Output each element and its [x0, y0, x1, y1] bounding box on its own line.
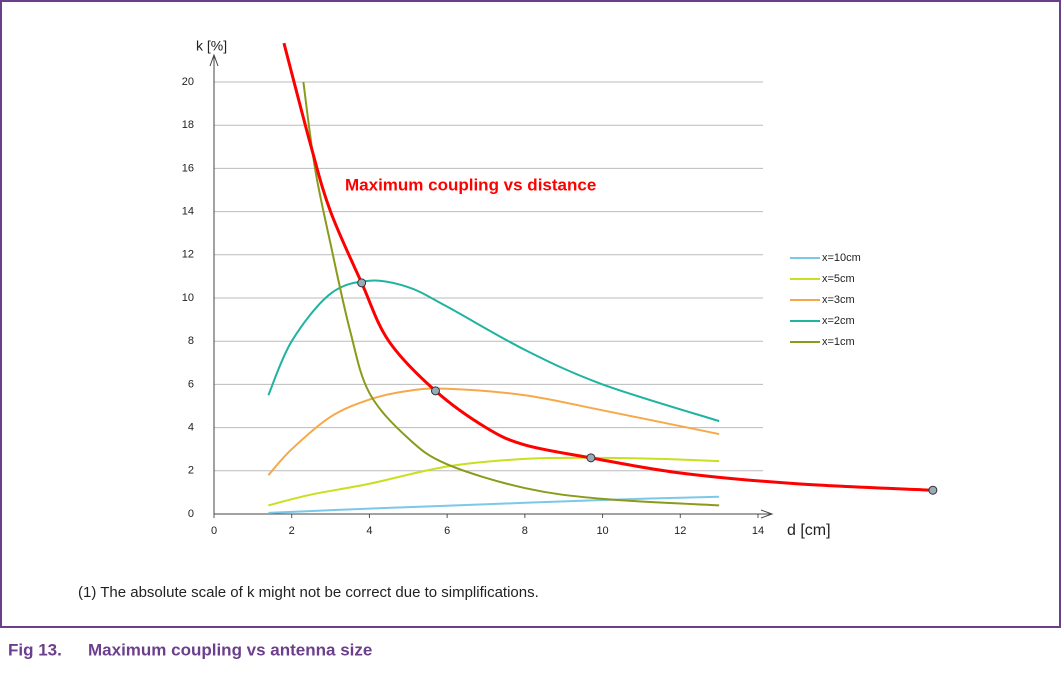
- annotation: Maximum coupling vs distance: [345, 175, 596, 194]
- legend-label: x=3cm: [822, 294, 855, 306]
- x-axis-arrow: [760, 509, 774, 519]
- legend-label: x=5cm: [822, 273, 855, 285]
- marker: [430, 386, 440, 396]
- x-tick-label: 12: [674, 525, 686, 537]
- y-axis-label: k [%]: [196, 38, 227, 54]
- y-tick-label: 0: [188, 508, 194, 520]
- plot: 0 2 4 6 8 10 12 14 16 18 20 0 2 4 6 8 10 12 14 x=10cm x=5cm x…: [182, 42, 938, 537]
- series-line: [268, 495, 720, 514]
- marker: [357, 278, 367, 288]
- x-tick-label: 6: [444, 525, 450, 537]
- y-tick-label: 2: [188, 465, 194, 477]
- x-tick-label: 8: [522, 525, 528, 537]
- caption-number: Fig 13.: [8, 640, 62, 659]
- y-tick-label: 4: [188, 422, 194, 434]
- x-tick-label: 14: [752, 525, 764, 537]
- legend-label: x=2cm: [822, 315, 855, 327]
- footnote: (1) The absolute scale of k might not be…: [78, 584, 539, 601]
- series-line: [267, 279, 720, 423]
- y-tick-label: 8: [188, 335, 194, 347]
- marker: [928, 485, 938, 495]
- y-tick-label: 10: [182, 292, 194, 304]
- y-tick-label: 16: [182, 162, 194, 174]
- x-axis-label: d [cm]: [787, 522, 831, 539]
- caption-title: Maximum coupling vs antenna size: [88, 640, 372, 659]
- y-tick-label: 14: [182, 206, 194, 218]
- series-line: [302, 81, 720, 507]
- y-tick-label: 12: [182, 249, 194, 261]
- series-line: [268, 456, 720, 507]
- marker: [586, 453, 596, 463]
- y-tick-label: 6: [188, 378, 194, 390]
- x-tick-label: 2: [289, 525, 295, 537]
- max-coupling-curve: [282, 42, 933, 492]
- y-tick-label: 18: [182, 119, 194, 131]
- y-tick-label: 20: [182, 76, 194, 88]
- legend-label: x=10cm: [822, 252, 861, 264]
- x-tick-label: 10: [596, 525, 608, 537]
- legend-label: x=1cm: [822, 336, 855, 348]
- x-tick-label: 4: [366, 525, 372, 537]
- y-axis-arrow: [209, 53, 219, 67]
- series-line: [267, 387, 720, 476]
- x-tick-label: 0: [211, 525, 217, 537]
